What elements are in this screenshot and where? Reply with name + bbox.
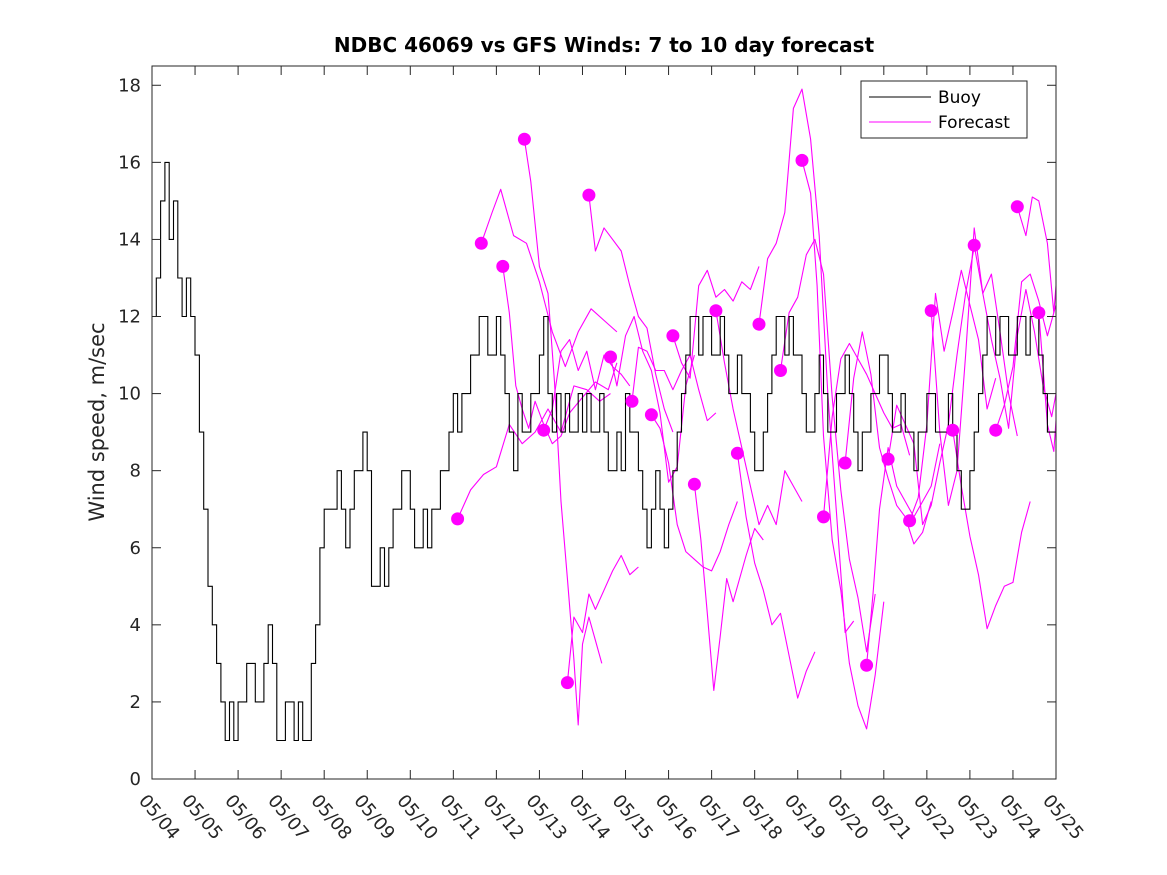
y-tick-label: 18 — [118, 75, 141, 96]
forecast-line — [672, 266, 760, 379]
forecast-line — [844, 331, 932, 545]
forecast-line — [457, 385, 611, 520]
y-tick-label: 8 — [130, 461, 141, 482]
forecast-line — [609, 315, 695, 483]
forecast-line — [758, 88, 855, 634]
buoy-line — [152, 161, 1056, 742]
forecast-start-marker — [817, 510, 830, 524]
forecast-start-marker — [709, 304, 723, 318]
y-axis-label: Wind speed, m/sec — [85, 322, 109, 521]
forecast-line — [801, 160, 885, 730]
legend: Buoy Forecast — [860, 80, 1028, 139]
legend-box — [860, 80, 1028, 139]
y-tick-label: 16 — [118, 152, 141, 173]
y-tick-label: 10 — [118, 384, 141, 405]
forecast-start-marker — [496, 259, 510, 273]
forecast-line — [779, 238, 876, 653]
forecast-line — [952, 430, 1031, 630]
forecast-start-marker — [730, 446, 744, 460]
y-tick-label: 12 — [118, 307, 141, 328]
forecast-line — [822, 342, 911, 517]
y-tick-label: 14 — [118, 229, 141, 250]
forecast-start-marker — [560, 676, 574, 690]
forecast-line — [930, 227, 1018, 506]
forecast-line — [909, 269, 997, 521]
forecast-start-marker — [537, 423, 551, 437]
forecast-line — [543, 339, 631, 431]
forecast-start-marker — [838, 456, 852, 470]
forecast-start-marker — [795, 153, 809, 167]
forecast-line — [1016, 196, 1056, 314]
plot-frame — [151, 65, 1057, 780]
forecast-line — [866, 443, 941, 666]
y-tick-label: 6 — [130, 538, 141, 559]
legend-buoy-label: Buoy — [938, 88, 981, 108]
y-tick-label: 2 — [130, 692, 141, 713]
forecast-line — [887, 246, 975, 526]
forecast-start-marker — [644, 408, 658, 422]
forecast-line — [480, 188, 618, 368]
forecast-start-marker — [967, 238, 981, 252]
forecast-start-marker — [474, 236, 488, 250]
forecast-start-marker — [1032, 306, 1046, 320]
forecast-start-marker — [687, 477, 701, 491]
forecast-start-marker — [989, 423, 1003, 437]
forecast-start-marker — [604, 350, 617, 364]
plot-area — [152, 88, 1056, 742]
forecast-start-marker — [774, 364, 787, 377]
forecast-start-marker — [860, 658, 874, 672]
forecast-start-marker — [924, 304, 938, 318]
forecast-line — [588, 195, 674, 433]
forecast-line — [631, 346, 717, 422]
forecast-start-marker — [582, 188, 596, 202]
forecast-line — [693, 484, 764, 691]
forecast-start-marker — [881, 452, 895, 466]
forecast-line — [566, 554, 639, 683]
forecast-start-marker — [903, 514, 917, 528]
legend-forecast-label: Forecast — [938, 113, 1010, 133]
y-tick-label: 0 — [130, 769, 141, 790]
forecast-line — [736, 453, 816, 699]
forecast-start-marker — [625, 394, 639, 408]
forecast-start-marker — [517, 132, 531, 146]
forecast-start-marker — [752, 317, 766, 331]
forecast-start-marker — [451, 512, 465, 526]
forecast-line — [523, 139, 603, 726]
y-tick-label: 4 — [130, 615, 141, 636]
forecast-start-marker — [1010, 200, 1024, 214]
chart-title: NDBC 46069 vs GFS Winds: 7 to 10 day for… — [334, 33, 875, 57]
forecast-line — [650, 414, 738, 572]
forecast-start-marker — [946, 423, 960, 437]
forecast-start-marker — [666, 329, 680, 343]
forecast-line — [995, 273, 1056, 431]
data-layer — [152, 88, 1056, 742]
